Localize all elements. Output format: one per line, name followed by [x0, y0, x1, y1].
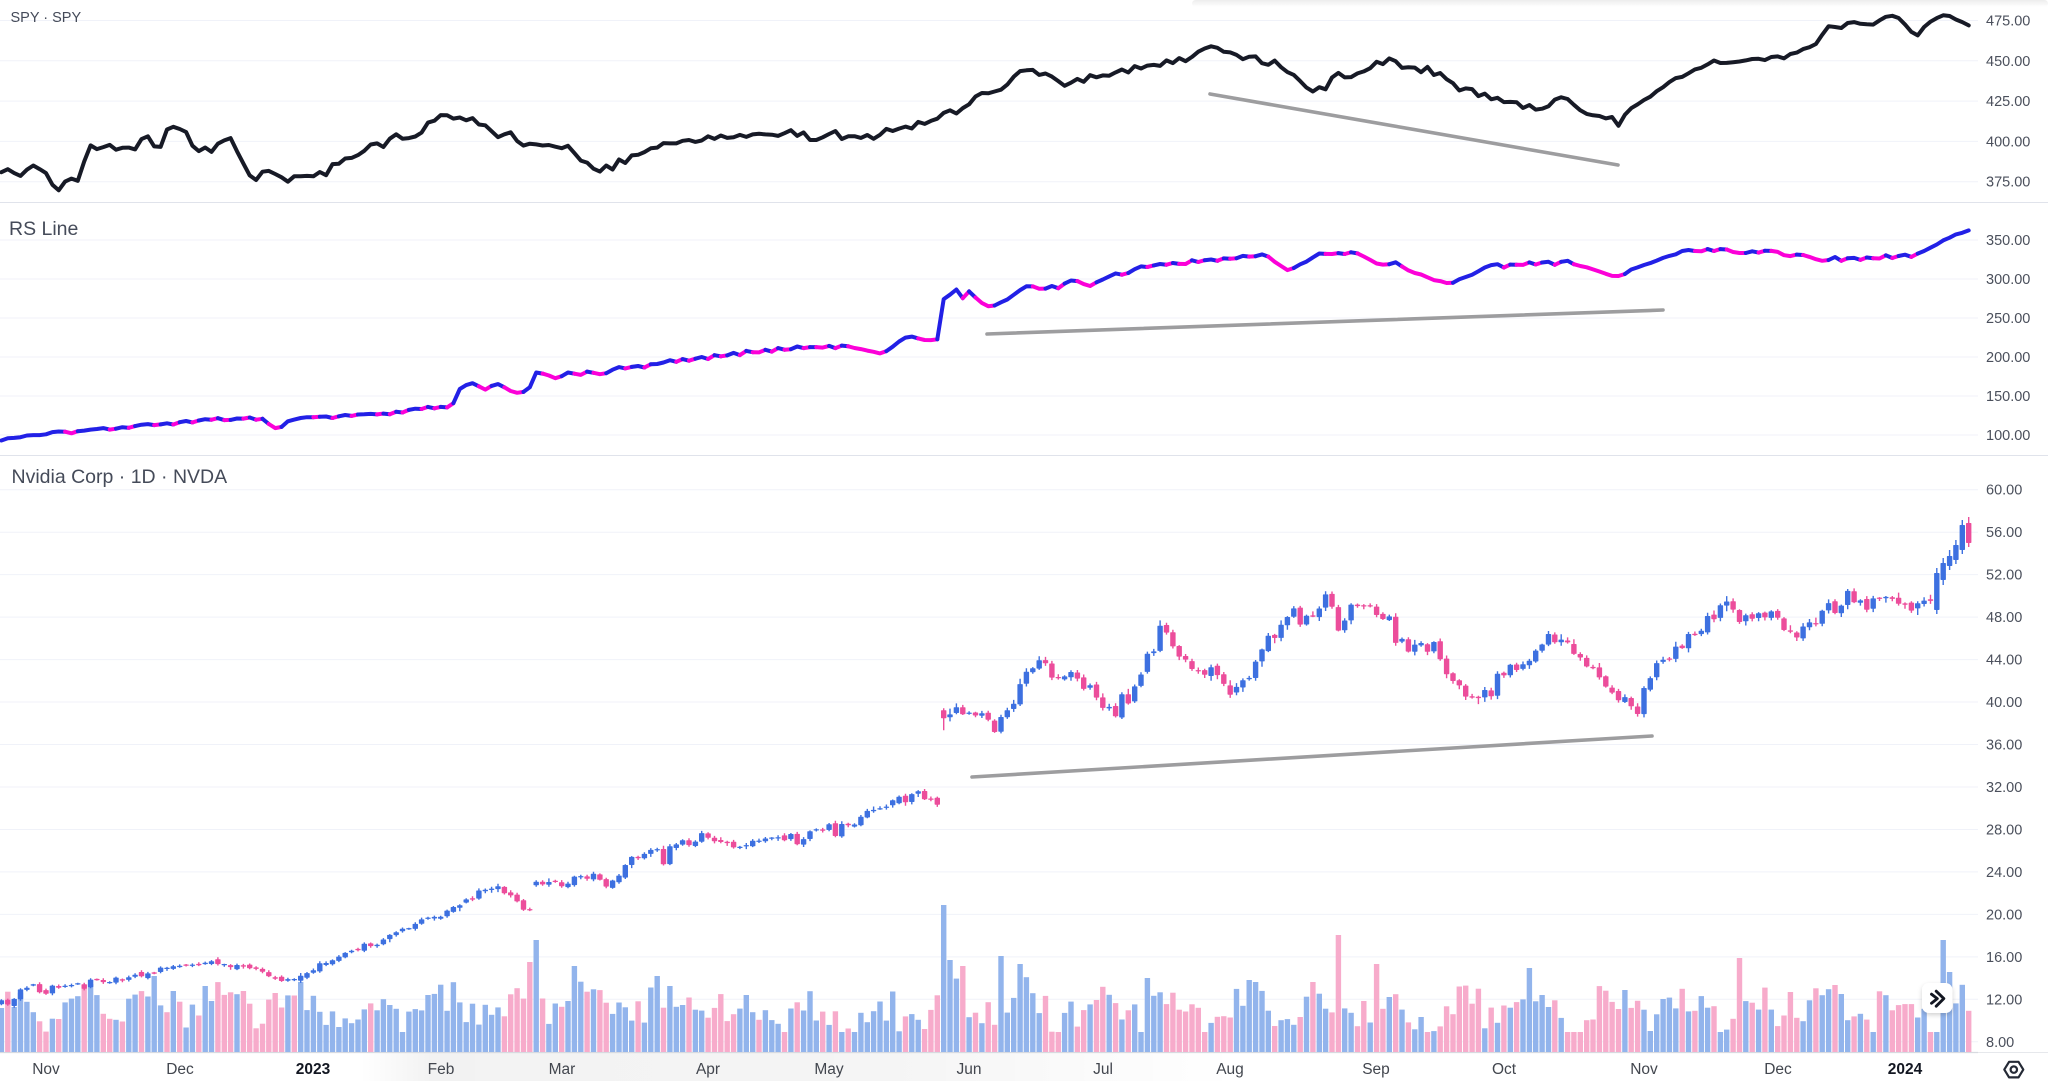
svg-text:Jun: Jun [957, 1061, 982, 1078]
svg-text:200.00: 200.00 [1986, 350, 2030, 366]
svg-text:Jul: Jul [1093, 1061, 1113, 1078]
svg-text:48.00: 48.00 [1986, 610, 2022, 626]
svg-text:SPY · SPY: SPY · SPY [11, 10, 82, 26]
svg-text:44.00: 44.00 [1986, 653, 2022, 669]
svg-text:RS Line: RS Line [9, 218, 78, 240]
svg-text:24.00: 24.00 [1986, 865, 2022, 881]
svg-text:2023: 2023 [296, 1061, 331, 1078]
svg-text:450.00: 450.00 [1986, 54, 2030, 70]
svg-text:150.00: 150.00 [1986, 389, 2030, 405]
svg-text:36.00: 36.00 [1986, 738, 2022, 754]
svg-text:40.00: 40.00 [1986, 695, 2022, 711]
svg-text:Sep: Sep [1362, 1061, 1390, 1078]
svg-text:8.00: 8.00 [1986, 1035, 2014, 1051]
svg-text:Apr: Apr [696, 1061, 720, 1078]
svg-text:May: May [814, 1061, 844, 1078]
svg-text:Dec: Dec [166, 1061, 194, 1078]
svg-text:20.00: 20.00 [1986, 907, 2022, 923]
svg-text:250.00: 250.00 [1986, 311, 2030, 327]
svg-text:100.00: 100.00 [1986, 428, 2030, 444]
svg-text:Mar: Mar [549, 1061, 576, 1078]
svg-text:Nov: Nov [32, 1061, 60, 1078]
svg-text:12.00: 12.00 [1986, 992, 2022, 1008]
svg-text:2024: 2024 [1888, 1061, 1923, 1078]
svg-text:400.00: 400.00 [1986, 134, 2030, 150]
svg-text:Aug: Aug [1216, 1061, 1244, 1078]
svg-text:Feb: Feb [428, 1061, 455, 1078]
svg-text:52.00: 52.00 [1986, 568, 2022, 584]
svg-text:28.00: 28.00 [1986, 823, 2022, 839]
svg-text:375.00: 375.00 [1986, 175, 2030, 191]
svg-text:300.00: 300.00 [1986, 272, 2030, 288]
svg-text:Nvidia Corp · 1D · NVDA: Nvidia Corp · 1D · NVDA [12, 466, 228, 488]
svg-text:425.00: 425.00 [1986, 94, 2030, 110]
svg-text:56.00: 56.00 [1986, 525, 2022, 541]
svg-text:Nov: Nov [1630, 1061, 1658, 1078]
svg-text:Oct: Oct [1492, 1061, 1517, 1078]
svg-text:Dec: Dec [1764, 1061, 1792, 1078]
svg-text:60.00: 60.00 [1986, 483, 2022, 499]
svg-text:16.00: 16.00 [1986, 950, 2022, 966]
svg-text:350.00: 350.00 [1986, 233, 2030, 249]
svg-text:32.00: 32.00 [1986, 780, 2022, 796]
svg-text:475.00: 475.00 [1986, 14, 2030, 30]
